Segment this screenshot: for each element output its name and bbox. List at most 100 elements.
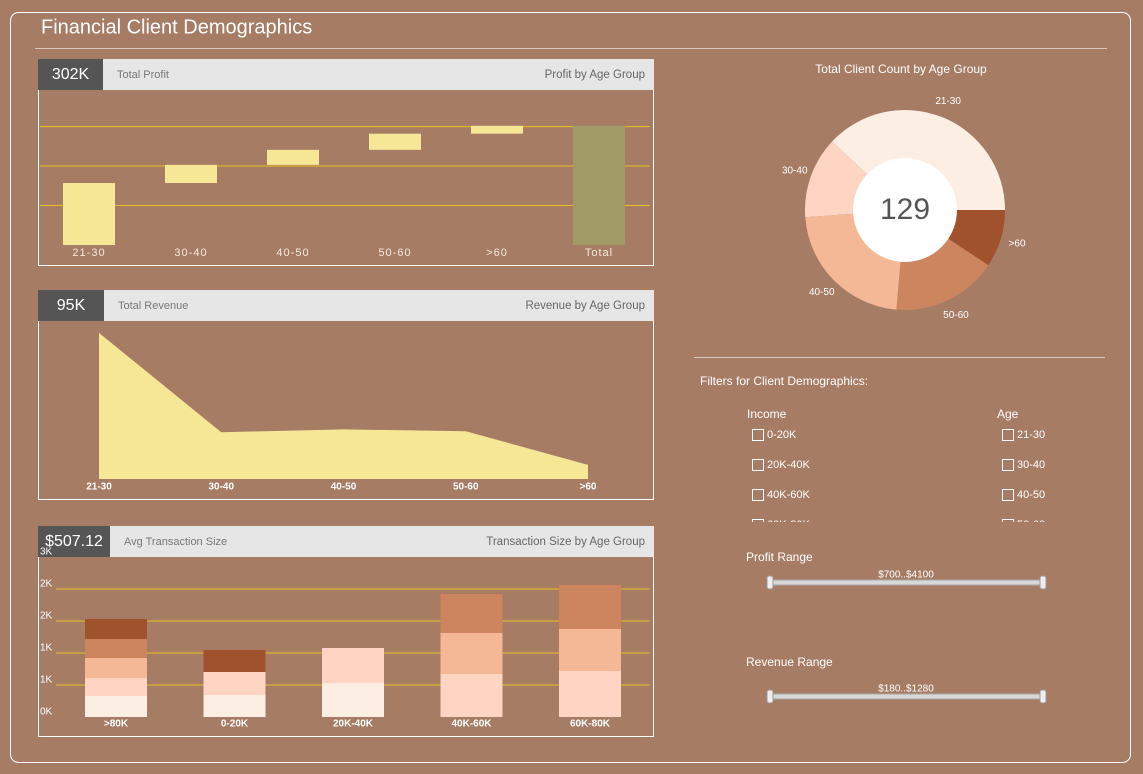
filter-group-title: Income (747, 407, 787, 421)
y-tick-label: 2K (40, 611, 53, 622)
slice-label: 21-30 (935, 96, 961, 107)
bar (267, 149, 319, 165)
x-tick-label: 40-50 (331, 482, 357, 493)
checkbox-label[interactable]: 30-40 (1017, 459, 1045, 471)
kpi-label: Total Profit (117, 69, 169, 81)
checkbox[interactable] (752, 459, 764, 471)
kpi-value: 95K (57, 297, 86, 314)
x-tick-label: 20K-40K (333, 719, 374, 730)
bar-segment (85, 678, 147, 697)
checkbox-label[interactable]: 0-20K (767, 429, 797, 441)
filter-group-title: Age (997, 407, 1019, 421)
x-tick-label: 30-40 (174, 247, 207, 259)
checkbox-label[interactable]: 20K-40K (767, 459, 810, 471)
range-label: $700..$4100 (878, 570, 934, 581)
x-tick-label: 60K-80K (570, 719, 611, 730)
bar-segment (85, 618, 147, 639)
slice-label: 50-60 (943, 310, 969, 321)
x-tick-label: 40-50 (276, 247, 309, 259)
bar-segment (203, 649, 266, 673)
y-tick-label: 3K (40, 547, 53, 558)
frame (10, 12, 1131, 763)
y-tick-label: 1K (40, 643, 53, 654)
checkbox-label[interactable]: 21-30 (1017, 429, 1045, 441)
slider-track[interactable] (769, 693, 1044, 700)
bar-segment (322, 648, 384, 684)
checkbox[interactable] (1002, 459, 1014, 471)
panel-header (38, 59, 654, 90)
bar-segment (440, 673, 503, 717)
bar-segment (440, 632, 503, 674)
slice-label: 30-40 (782, 166, 808, 177)
bar-segment (322, 683, 384, 717)
range-title: Revenue Range (746, 655, 833, 669)
panel-header (38, 526, 654, 557)
slice-label: >60 (1009, 238, 1026, 249)
filter-options: 0-20K 20K-40K 40K-60K 60K-80K 21-30 30-40 40-5… (752, 429, 1045, 531)
donut-hole (853, 158, 957, 262)
slice-label: 40-50 (809, 287, 835, 298)
bar-segment (85, 657, 147, 679)
kpi-value: $507.12 (45, 533, 103, 550)
kpi-label: Total Revenue (118, 300, 188, 312)
checkbox-label[interactable]: 40-50 (1017, 489, 1045, 501)
slider-track[interactable] (769, 579, 1044, 586)
bar-segment (559, 584, 621, 629)
slider-handle[interactable] (766, 575, 774, 590)
bar-segment (559, 629, 621, 671)
bar (471, 125, 523, 134)
checkbox[interactable] (752, 429, 764, 441)
checkbox-label[interactable]: 60K-80K (767, 519, 810, 531)
x-tick-label: 0-20K (221, 719, 249, 730)
kpi-box (38, 526, 110, 557)
x-tick-label: 40K-60K (451, 719, 492, 730)
bar-segment (203, 672, 266, 695)
x-tick-label: 21-30 (86, 482, 112, 493)
checkbox[interactable] (752, 489, 764, 501)
kpi-label: Avg Transaction Size (124, 536, 227, 548)
chart-title: Profit by Age Group (545, 69, 645, 81)
bar (369, 133, 421, 150)
x-tick-label: >60 (486, 247, 508, 259)
checkbox-label[interactable]: 50-60 (1017, 519, 1045, 531)
checkbox[interactable] (1002, 429, 1014, 441)
bar (573, 125, 625, 245)
checkbox-label[interactable]: 40K-60K (767, 489, 810, 501)
chart-title: Revenue by Age Group (525, 300, 645, 312)
x-tick-label: 50-60 (378, 247, 411, 259)
x-tick-label: >80K (104, 719, 129, 730)
kpi-box (38, 59, 103, 90)
x-tick-label: 50-60 (453, 482, 479, 493)
y-tick-label: 0K (40, 707, 53, 718)
area (99, 332, 588, 479)
filters-title: Filters for Client Demographics: (700, 374, 868, 388)
x-tick-label: Total (585, 247, 613, 259)
chart-title: Transaction Size by Age Group (486, 536, 645, 548)
slider-handle[interactable] (766, 689, 774, 704)
slider-handle[interactable] (1039, 689, 1047, 704)
y-tick-label: 1K (40, 675, 53, 686)
dashboard-title: Financial Client Demographics (41, 16, 312, 38)
slider-handle[interactable] (1039, 575, 1047, 590)
range-title: Profit Range (746, 550, 813, 564)
kpi-box (38, 290, 104, 321)
checkbox[interactable] (1002, 519, 1014, 531)
bar-segment (203, 694, 266, 717)
center-label: 129 (880, 193, 930, 226)
bar-segment (85, 638, 147, 658)
y-tick-label: 2K (40, 579, 53, 590)
checkbox[interactable] (1002, 489, 1014, 501)
chart-title: Total Client Count by Age Group (815, 62, 987, 76)
range-label: $180..$1280 (878, 684, 934, 695)
bar-segment (559, 670, 621, 717)
x-tick-label: 21-30 (72, 247, 105, 259)
panel-header (38, 290, 654, 321)
kpi-value: 302K (52, 66, 90, 83)
x-tick-label: 30-40 (208, 482, 234, 493)
bar (165, 164, 217, 184)
checkbox[interactable] (752, 519, 764, 531)
bar-segment (85, 696, 147, 717)
panel (38, 59, 654, 266)
